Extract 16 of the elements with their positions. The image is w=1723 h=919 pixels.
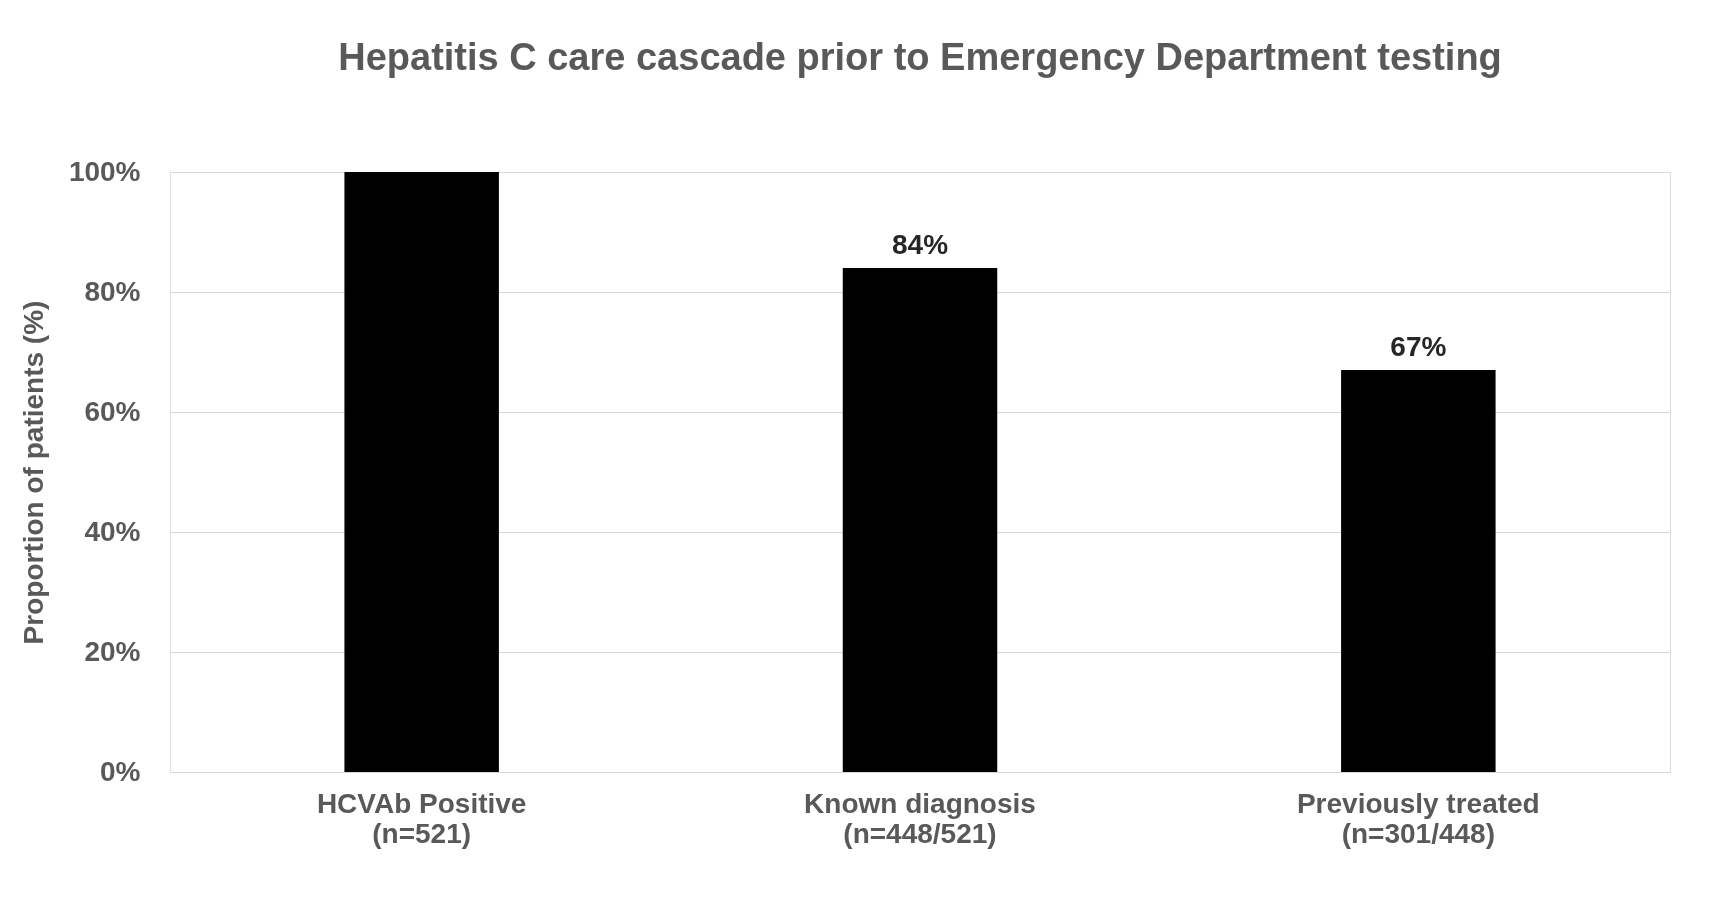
y-tick-label: 100%	[68, 155, 141, 187]
y-tick-label: 40%	[84, 515, 141, 547]
x-tick-label: HCVAb Positive (n=521)	[316, 787, 527, 849]
y-tick-label: 80%	[84, 275, 141, 307]
x-tick-label: Previously treated (n=301/448)	[1296, 787, 1540, 849]
bar	[842, 268, 998, 772]
y-tick-label: 60%	[84, 395, 141, 427]
bar	[344, 172, 499, 772]
data-label: 67%	[1390, 331, 1447, 362]
chart-title: Hepatitis C care cascade prior to Emergency Department testing	[338, 36, 1502, 78]
bar	[1341, 370, 1496, 772]
y-tick-label: 20%	[84, 635, 141, 667]
y-axis-title: Proportion of patients (%)	[17, 300, 49, 645]
y-tick-label: 0%	[100, 755, 141, 787]
data-label: 84%	[891, 229, 949, 260]
x-tick-label: Known diagnosis (n=448/521)	[804, 787, 1036, 849]
